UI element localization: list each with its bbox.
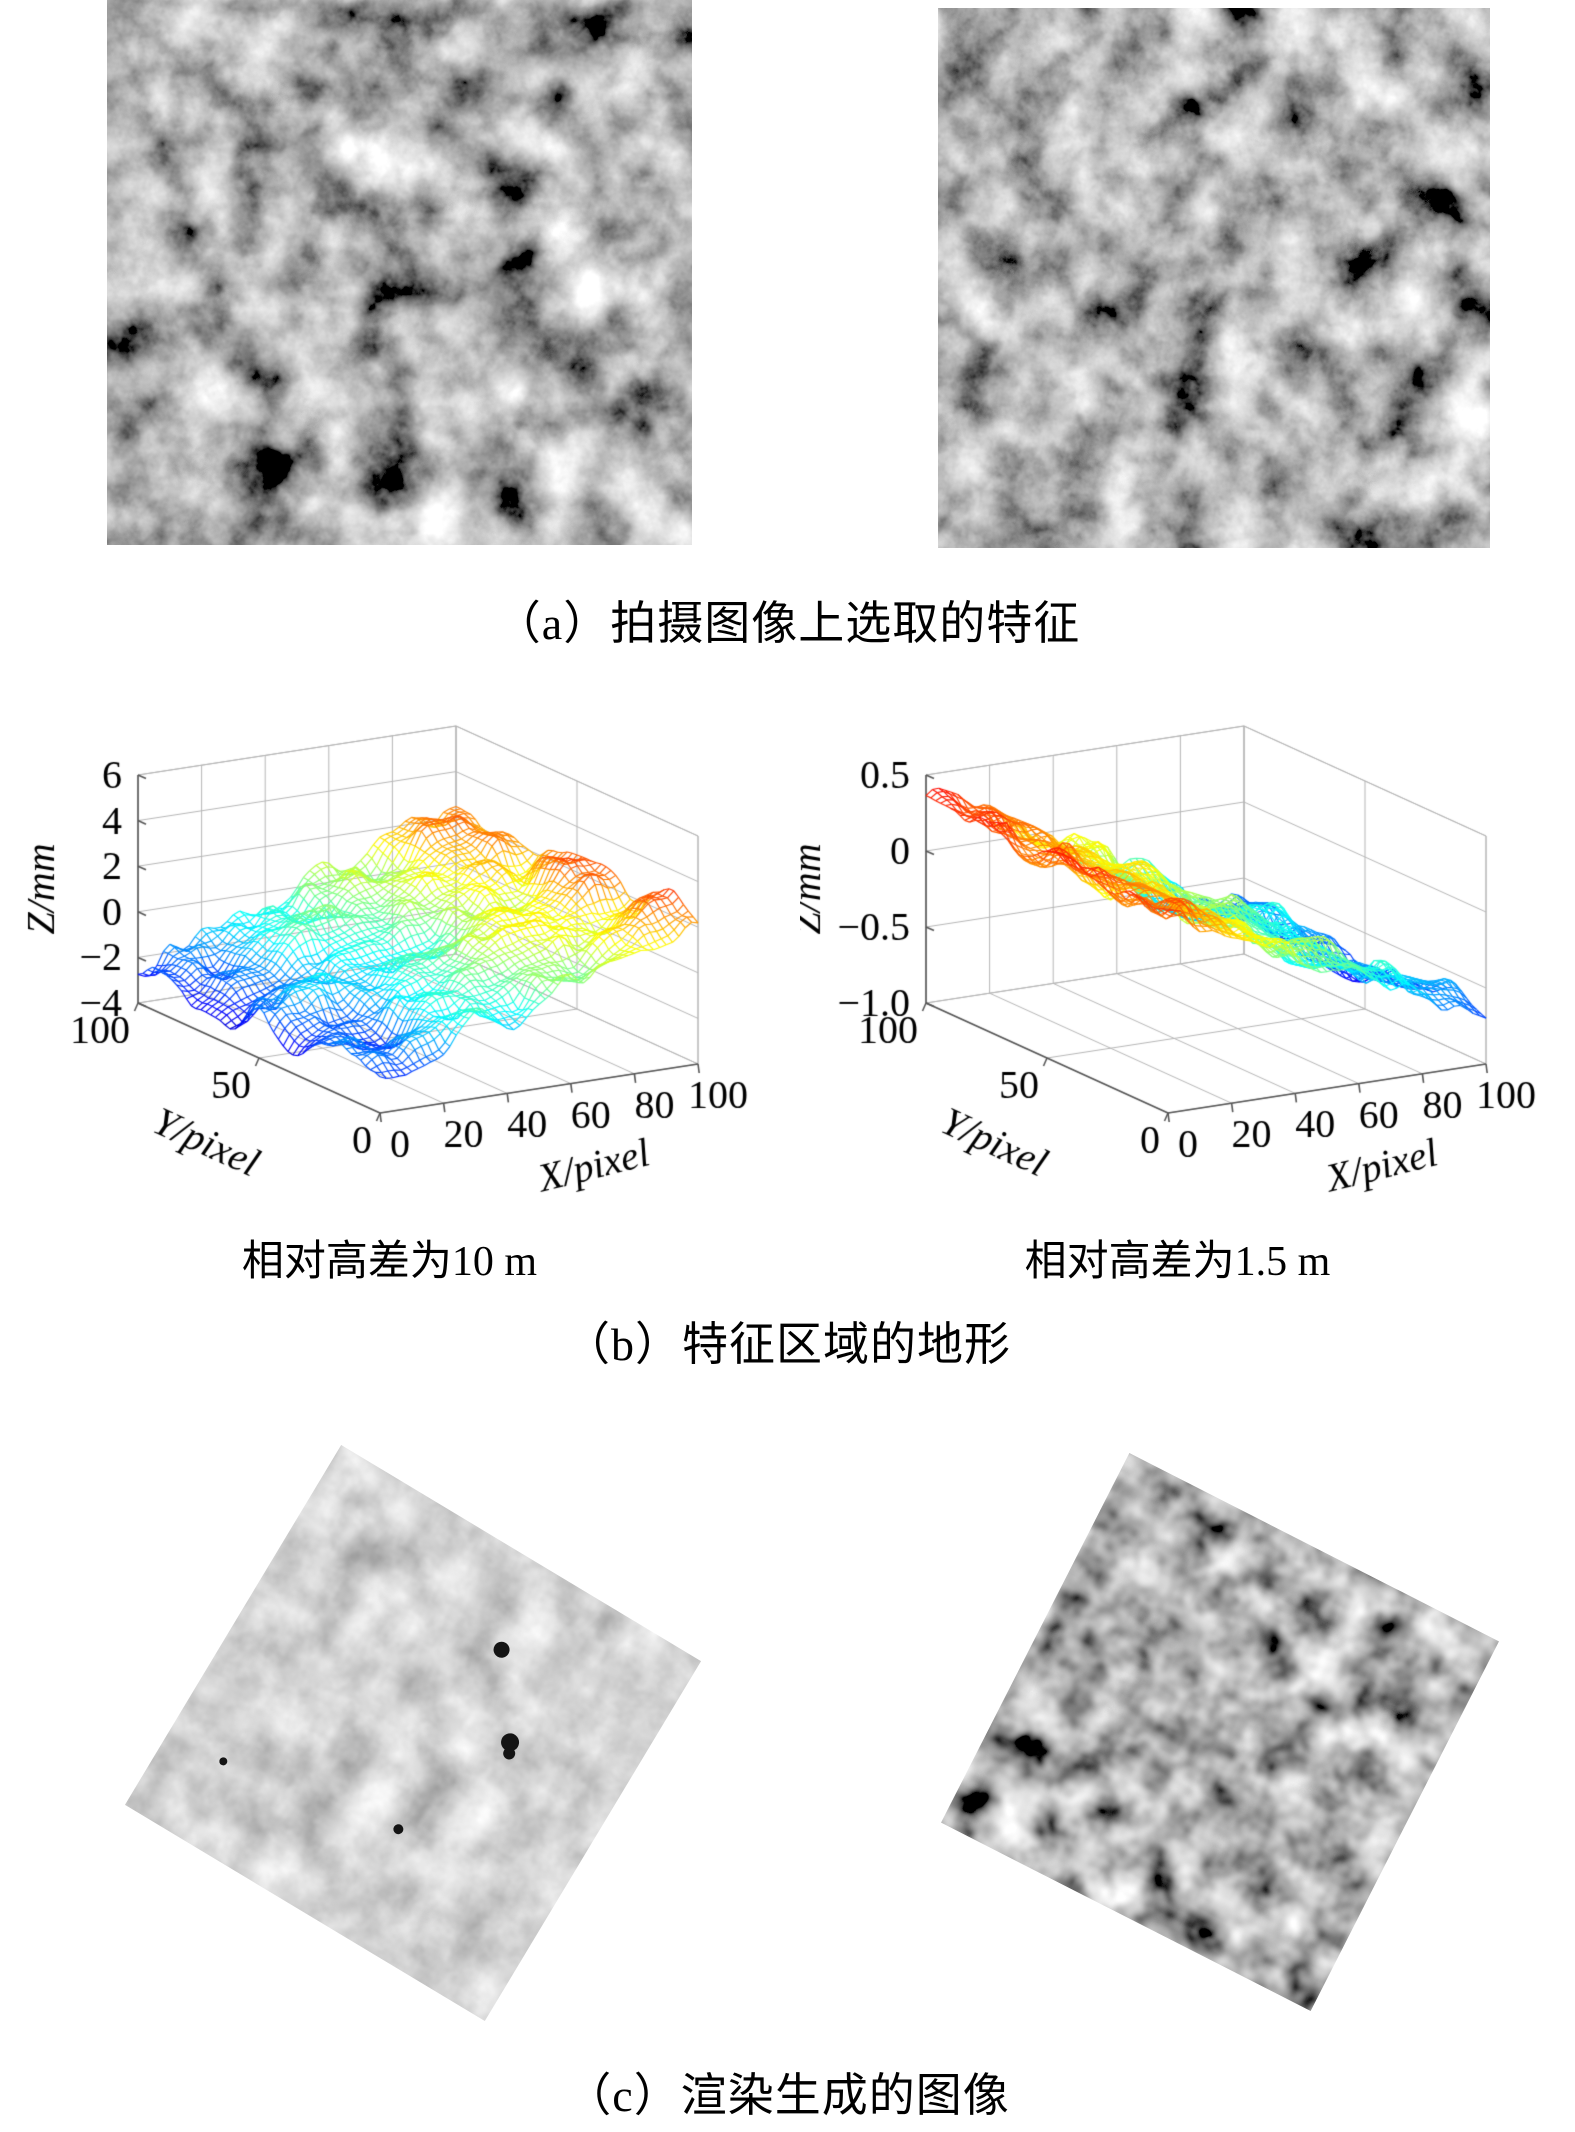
rendered-image-right — [940, 1453, 1500, 2012]
rock-texture-right — [938, 8, 1490, 548]
dark-spots — [219, 1642, 520, 1835]
rendered-texture-left — [124, 1445, 702, 2022]
surface-plot-left-container: 相对高差为10 m — [12, 685, 767, 1287]
surface-plot-left — [12, 685, 767, 1236]
caption-panel-b: （b）特征区域的地形 — [564, 1319, 1011, 1371]
rendered-texture-right — [940, 1453, 1500, 2012]
surface-plot-right-title: 相对高差为1.5 m — [1024, 1239, 1331, 1286]
caption-panel-c: （c）渲染生成的图像 — [565, 2070, 1010, 2122]
panel-a-images — [0, 0, 1575, 550]
panel-b-plots: 相对高差为10 m 相对高差为1.5 m — [0, 685, 1575, 1289]
surface-plot-right — [800, 685, 1555, 1236]
rock-texture-left — [107, 0, 692, 545]
captured-image-left — [107, 0, 692, 545]
surface-plot-left-title: 相对高差为10 m — [241, 1239, 538, 1286]
rendered-image-left — [124, 1445, 702, 2022]
panel-c-images — [0, 1398, 1575, 2058]
caption-panel-a: （a）拍摄图像上选取的特征 — [494, 598, 1081, 649]
surface-plot-right-container: 相对高差为1.5 m — [800, 685, 1555, 1287]
captured-image-right — [938, 8, 1490, 548]
